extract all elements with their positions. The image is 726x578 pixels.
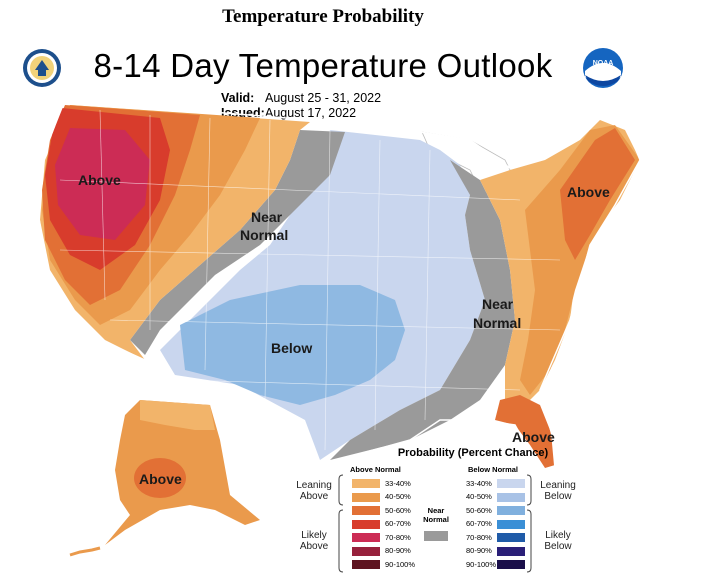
legend-above-label: 40-50% (385, 492, 411, 501)
noaa-logo-icon: NOAA (583, 48, 623, 88)
valid-value: August 25 - 31, 2022 (265, 91, 382, 105)
commerce-seal-icon (23, 49, 61, 87)
likely-below-line2: Below (544, 541, 572, 552)
noaa-text: NOAA (593, 60, 614, 67)
legend-above-swatch (352, 546, 380, 556)
legend-title: Probability (Percent Chance) (397, 447, 549, 459)
label-plains-near-2: Normal (240, 227, 288, 243)
legend-above-swatch (352, 519, 380, 529)
label-east-near-1: Near (482, 296, 514, 312)
legend-brackets (338, 474, 532, 573)
near-line2: Normal (423, 515, 449, 524)
florida-above (495, 395, 555, 468)
legend-below-label: 40-50% (466, 492, 492, 501)
alaska-leaning-above (140, 400, 215, 430)
legend-leaning-below: Leaning Below (535, 480, 581, 502)
legend-above-label: 60-70% (385, 519, 411, 528)
valid-label: Valid: (221, 91, 255, 105)
legend-below-swatch (497, 546, 525, 556)
legend-above-label: 70-80% (385, 532, 411, 542)
state-lines (59, 109, 561, 451)
legend-below-header: Below Normal (468, 465, 519, 474)
label-east-near-2: Normal (473, 315, 521, 331)
legend-above-swatch (352, 492, 380, 502)
legend-above-swatch (352, 506, 380, 515)
legend-above-swatch (352, 479, 380, 488)
conus-outline (37, 99, 641, 472)
leaning-below-line1: Leaning (540, 480, 576, 491)
east-above-50 (560, 128, 635, 260)
legend-below-label: 33-40% (466, 478, 492, 488)
label-west-above: Above (78, 172, 121, 188)
label-northeast-above: Above (567, 184, 610, 200)
legend-below-label: 90-100% (466, 559, 497, 569)
label-florida-above: Above (512, 429, 555, 445)
east-near-normal (320, 160, 515, 470)
legend-below-swatch (497, 560, 525, 569)
legend-above-header: Above Normal (350, 465, 401, 474)
leaning-above-line1: Leaning (296, 480, 332, 491)
map-title: 8-14 Day Temperature Outlook (93, 47, 553, 84)
issued-value: August 17, 2022 (265, 106, 357, 120)
legend-likely-below: Likely Below (535, 530, 581, 552)
legend-above-label: 80-90% (385, 546, 411, 555)
leaning-below-line2: Below (544, 491, 572, 502)
legend-below-label: 50-60% (466, 505, 492, 515)
legend-above-label: 50-60% (385, 505, 411, 515)
legend-above-label: 90-100% (385, 559, 416, 569)
alaska-above-core (134, 458, 186, 498)
legend-above-swatch (352, 533, 380, 542)
legend-likely-above: Likely Above (292, 530, 336, 552)
likely-below-line1: Likely (545, 530, 571, 541)
legend-below-swatch (497, 519, 525, 529)
legend-below-label: 60-70% (466, 519, 492, 528)
likely-above-line2: Above (299, 541, 329, 552)
legend-above-swatch (352, 560, 380, 569)
leaning-above-line2: Above (299, 491, 329, 502)
likely-above-line1: Likely (301, 530, 327, 541)
legend-near-normal: Near Normal (420, 506, 452, 524)
legend-below-swatch (497, 492, 525, 502)
west-above-70 (55, 128, 150, 240)
legend-below-swatch (497, 506, 525, 515)
legend-below-swatch (497, 533, 525, 542)
aleutian-islands (69, 546, 101, 557)
page-heading: Temperature Probability (222, 6, 424, 27)
legend-below-label: 80-90% (466, 546, 492, 555)
plains-near-normal (130, 130, 345, 355)
label-plains-near-1: Near (251, 209, 283, 225)
label-south-below: Below (271, 340, 312, 356)
conus-below-core (180, 285, 405, 405)
legend-below-label: 70-80% (466, 532, 492, 542)
label-alaska-above: Above (139, 471, 182, 487)
legend-below-swatch (497, 479, 525, 488)
valid-dates: Valid: August 25 - 31, 2022 (221, 91, 381, 105)
legend-near-swatch (424, 531, 448, 541)
near-line1: Near (427, 506, 445, 515)
legend-leaning-above: Leaning Above (292, 480, 336, 502)
legend-above-label: 33-40% (385, 478, 411, 488)
